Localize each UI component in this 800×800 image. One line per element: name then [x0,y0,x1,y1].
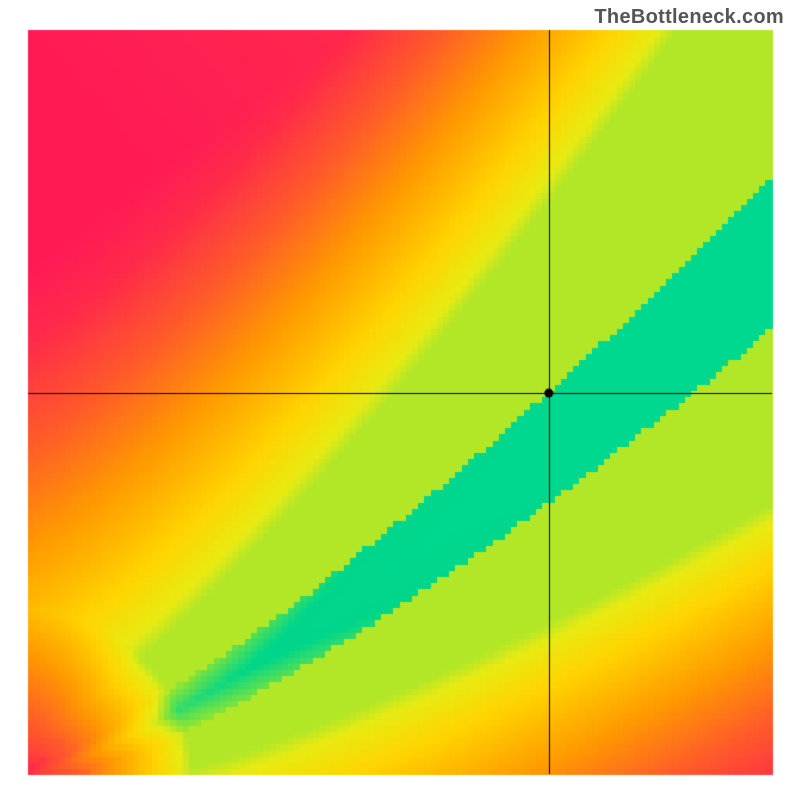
bottleneck-heatmap-canvas [0,0,800,800]
chart-container: TheBottleneck.com [0,0,800,800]
watermark-text: TheBottleneck.com [594,6,784,29]
